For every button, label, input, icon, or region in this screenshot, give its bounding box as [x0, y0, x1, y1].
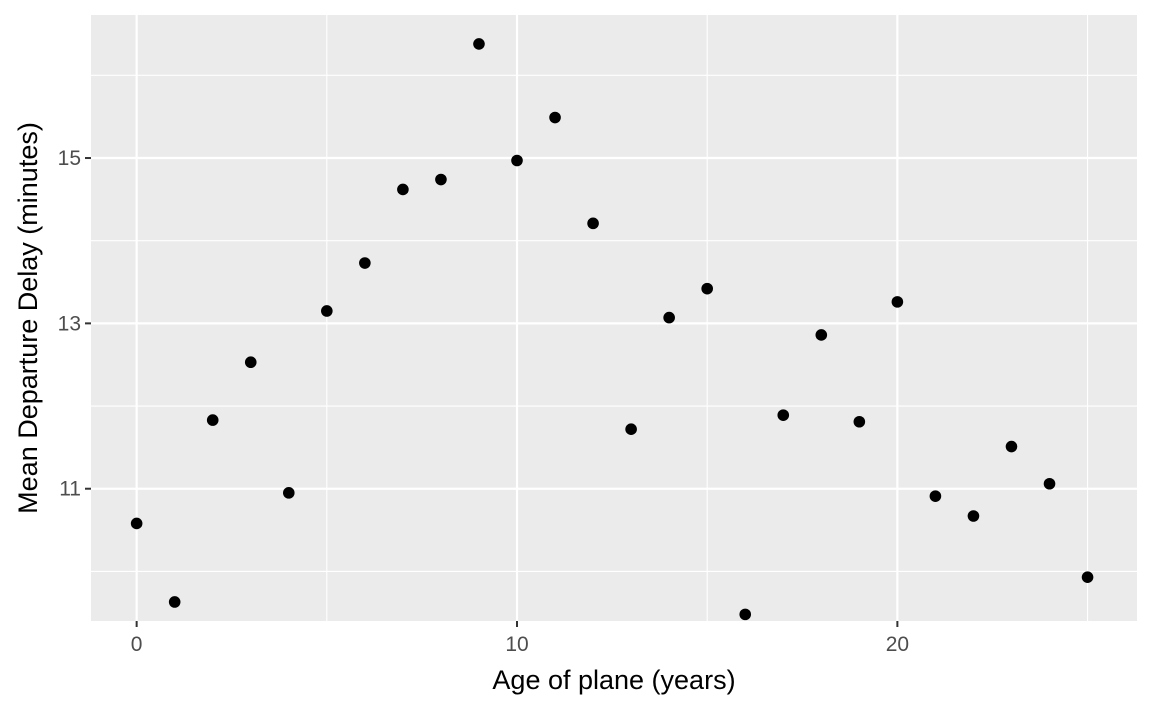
data-point — [1081, 571, 1094, 583]
y-axis-ticks: 11 13 15 — [58, 147, 91, 501]
minor-gridlines — [91, 15, 1137, 621]
data-point — [435, 173, 447, 186]
data-point — [891, 296, 904, 308]
data-point — [397, 183, 409, 196]
data-point — [777, 409, 790, 421]
data-point — [815, 329, 828, 341]
data-point — [130, 517, 143, 530]
y-tick-label: 15 — [58, 147, 81, 170]
x-tick-label: 0 — [131, 633, 143, 656]
data-point — [206, 414, 219, 426]
data-point — [282, 487, 295, 499]
data-point — [549, 111, 561, 124]
data-point — [967, 510, 980, 522]
data-point — [511, 154, 523, 167]
y-axis-title: Mean Departure Delay (minutes) — [13, 122, 43, 514]
y-tick-label: 13 — [58, 312, 81, 335]
data-point — [929, 490, 942, 502]
y-tick-label: 11 — [59, 478, 81, 501]
data-point — [625, 423, 637, 435]
data-point — [663, 311, 675, 324]
plot-panel — [91, 15, 1137, 621]
major-gridlines — [91, 15, 1137, 621]
data-point — [587, 217, 599, 230]
data-point — [1043, 477, 1056, 490]
x-tick-label: 10 — [505, 633, 528, 656]
data-point — [168, 596, 181, 608]
x-axis-ticks: 0 10 20 — [131, 621, 909, 656]
x-axis-title: Age of plane (years) — [492, 665, 735, 695]
data-point — [359, 257, 371, 269]
data-point — [473, 38, 485, 50]
x-tick-label: 20 — [886, 633, 909, 656]
data-point — [321, 305, 333, 317]
data-point — [244, 356, 257, 369]
data-point — [1005, 440, 1018, 453]
data-point — [701, 282, 713, 295]
data-point — [739, 608, 752, 621]
data-point — [853, 415, 866, 428]
data-points — [130, 38, 1094, 621]
